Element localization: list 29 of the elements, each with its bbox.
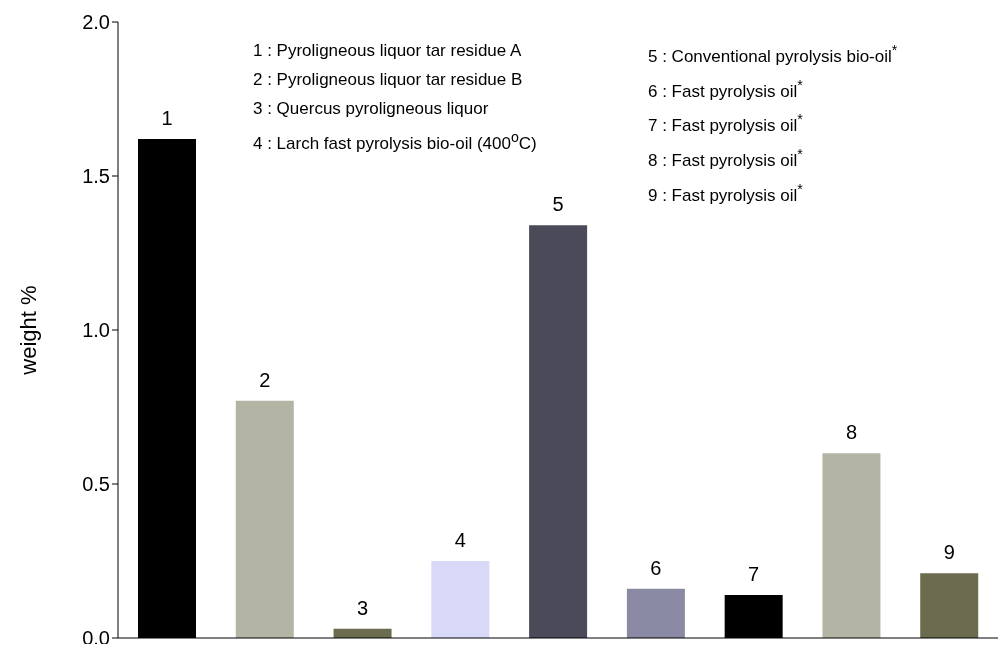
- annotation: 2 : Pyroligneous liquor tar residue B: [253, 69, 524, 91]
- x-tick-label: 7: [748, 562, 760, 585]
- bar: [235, 400, 294, 638]
- annotation: 9 : Fast pyrolysis oil$^{*}$: [648, 179, 804, 207]
- x-tick-label: 5: [552, 193, 564, 216]
- y-tick-label: 2.0: [82, 11, 110, 34]
- annotation: 4 : Larch fast pyrolysis bio-oil (400$^{o}$C): [253, 128, 537, 155]
- y-axis-title: weight %: [15, 285, 41, 376]
- y-tick-label: 1.5: [82, 165, 110, 188]
- bar: [431, 561, 490, 638]
- x-tick-label: 4: [454, 529, 466, 551]
- y-tick-label: 0.5: [82, 473, 110, 496]
- annotation: 6 : Fast pyrolysis oil$^{*}$: [648, 75, 804, 103]
- bar: [920, 573, 979, 638]
- annotation: 3 : Quercus pyroligneous liquor: [253, 98, 490, 120]
- bar: [626, 588, 685, 638]
- annotation: 8 : Fast pyrolysis oil$^{*}$: [648, 144, 804, 172]
- x-tick-label: 6: [650, 556, 662, 579]
- x-tick-label: 8: [845, 421, 858, 444]
- y-tick-label: 1.0: [82, 319, 110, 342]
- annotation: 5 : Conventional pyrolysis bio-oil$^{*}$: [648, 41, 898, 68]
- annotation: 7 : Fast pyrolysis oil$^{*}$: [648, 110, 804, 137]
- x-tick-label: 2: [259, 368, 271, 391]
- x-tick-label: 9: [943, 541, 955, 564]
- bar: [822, 453, 881, 638]
- x-tick-label: 1: [161, 107, 173, 130]
- annotation: 1 : Pyroligneous liquor tar residue A: [253, 40, 523, 62]
- bar: [529, 225, 588, 638]
- x-tick-label: 3: [356, 596, 369, 619]
